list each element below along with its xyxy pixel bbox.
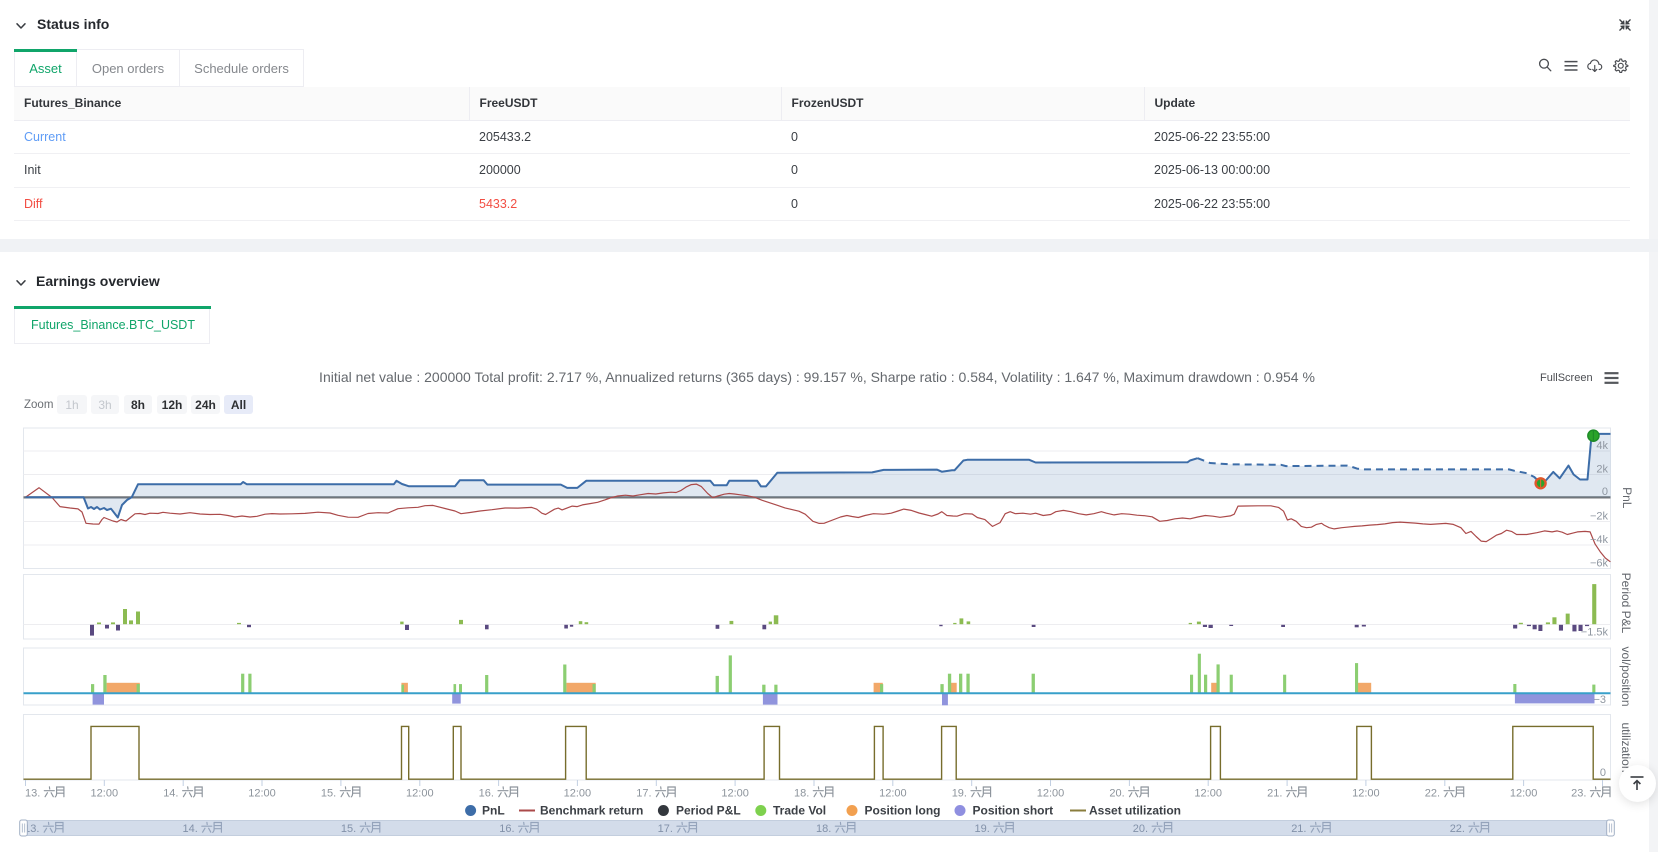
- svg-text:20.: 20.: [1133, 823, 1148, 835]
- svg-text:21.: 21.: [1267, 788, 1282, 800]
- svg-text:12:00: 12:00: [879, 788, 907, 800]
- svg-text:17.: 17.: [636, 788, 651, 800]
- svg-text:18.: 18.: [794, 788, 809, 800]
- svg-text:16.: 16.: [499, 823, 514, 835]
- svg-text:12:00: 12:00: [721, 788, 749, 800]
- svg-text:utilization: utilization: [1619, 722, 1633, 772]
- svg-text:−3: −3: [1593, 694, 1606, 706]
- svg-text:0: 0: [1602, 486, 1608, 498]
- svg-text:−4k: −4k: [1590, 534, 1609, 546]
- svg-text:2k: 2k: [1596, 463, 1608, 475]
- svg-text:17.: 17.: [658, 823, 673, 835]
- svg-text:12:00: 12:00: [1352, 788, 1380, 800]
- svg-text:16.: 16.: [479, 788, 494, 800]
- svg-text:19.: 19.: [975, 823, 990, 835]
- svg-text:22.: 22.: [1425, 788, 1440, 800]
- svg-text:4k: 4k: [1596, 440, 1608, 452]
- svg-text:PnL: PnL: [482, 804, 505, 818]
- svg-text:Position short: Position short: [973, 804, 1054, 818]
- svg-text:12:00: 12:00: [1510, 788, 1538, 800]
- svg-text:13.: 13.: [24, 823, 39, 835]
- svg-text:12:00: 12:00: [406, 788, 434, 800]
- svg-text:23.: 23.: [1571, 788, 1586, 800]
- svg-text:Trade Vol: Trade Vol: [773, 804, 826, 818]
- svg-text:Period P&L: Period P&L: [1619, 573, 1633, 634]
- svg-text:15.: 15.: [341, 823, 356, 835]
- svg-text:14.: 14.: [163, 788, 178, 800]
- svg-text:−1.5k: −1.5k: [1581, 627, 1609, 639]
- svg-text:−6k: −6k: [1590, 557, 1609, 569]
- svg-text:0: 0: [1600, 767, 1606, 779]
- svg-text:21.: 21.: [1291, 823, 1306, 835]
- svg-text:12:00: 12:00: [91, 788, 119, 800]
- svg-text:Asset utilization: Asset utilization: [1089, 804, 1181, 818]
- svg-text:PnL: PnL: [1620, 487, 1634, 509]
- svg-text:19.: 19.: [952, 788, 967, 800]
- svg-text:20.: 20.: [1109, 788, 1124, 800]
- svg-text:vol/position: vol/position: [1619, 646, 1633, 706]
- svg-text:12:00: 12:00: [1037, 788, 1065, 800]
- svg-text:14.: 14.: [183, 823, 198, 835]
- svg-text:13.: 13.: [25, 788, 40, 800]
- svg-text:12:00: 12:00: [1194, 788, 1222, 800]
- svg-text:Benchmark return: Benchmark return: [540, 804, 643, 818]
- svg-text:−2k: −2k: [1590, 510, 1609, 522]
- svg-text:12:00: 12:00: [248, 788, 276, 800]
- svg-text:15.: 15.: [321, 788, 336, 800]
- svg-text:Position long: Position long: [865, 804, 941, 818]
- svg-text:22.: 22.: [1450, 823, 1465, 835]
- svg-text:12:00: 12:00: [564, 788, 592, 800]
- svg-text:18.: 18.: [816, 823, 831, 835]
- svg-text:Period P&L: Period P&L: [676, 804, 741, 818]
